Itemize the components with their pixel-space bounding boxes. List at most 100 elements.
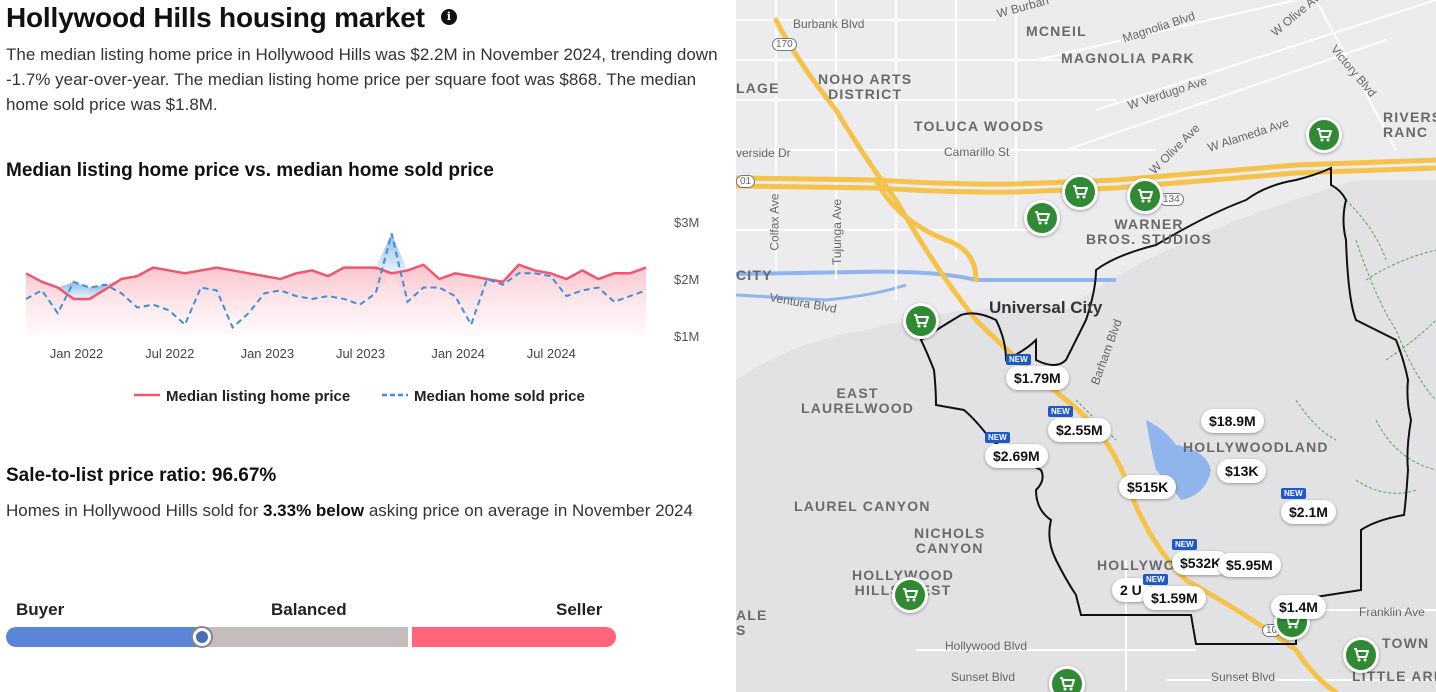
map-base (736, 0, 1436, 692)
reservoir (1146, 420, 1211, 500)
street-sunset-blvd: Sunset Blvd (951, 670, 1016, 684)
ratio-text-after: asking price on average in November 2024 (364, 501, 693, 520)
map[interactable]: MCNEIL MAGNOLIA PARK NOHO ARTS DISTRICT … (736, 0, 1436, 692)
gauge-balanced-label: Balanced (271, 600, 347, 619)
chart-title: Median listing home price vs. median hom… (6, 160, 494, 181)
new-badge: NEW (1048, 406, 1073, 417)
shopping-cart-icon (1317, 128, 1332, 142)
street-burbank-blvd: Burbank Blvd (793, 17, 865, 31)
x-tick-label: Jan 2022 (50, 346, 104, 361)
grocery-pin[interactable] (1062, 174, 1098, 210)
x-tick-label: Jul 2022 (145, 346, 194, 361)
map-area-hollywoodland: HOLLYWOODLAND (1183, 439, 1329, 455)
listing-price-tag[interactable]: $2.69M (985, 444, 1048, 468)
map-area-laurel-canyon: LAUREL CANYON (794, 498, 931, 514)
street-franklin: Franklin Ave (1359, 605, 1425, 619)
map-area-little-arm: LITTLE ARM (1352, 668, 1436, 684)
new-badge: NEW (1281, 488, 1306, 499)
listing-price-tag[interactable]: 2 U (1112, 578, 1150, 602)
info-icon[interactable]: i (440, 8, 457, 25)
street-hollywood-blvd: Hollywood Blvd (945, 639, 1028, 653)
chart-excess-fill (73, 281, 90, 299)
price-chart: $1M $2M $3M Jan 2022 Jul 2022 Jan 2023 Jul 202… (25, 215, 699, 405)
y-tick-label: $3M (674, 215, 699, 230)
street-colfax: Colfax Ave (767, 193, 782, 251)
sale-to-list-text: Homes in Hollywood Hills sold for 3.33% … (6, 498, 706, 523)
grocery-pin[interactable] (1306, 117, 1342, 153)
y-tick-label: $2M (674, 272, 699, 287)
gauge-seller-segment (412, 627, 616, 647)
chart-band-fill (26, 264, 646, 328)
listing-price-tag[interactable]: $5.95M (1218, 553, 1281, 577)
new-badge: NEW (1143, 574, 1168, 585)
x-tick-label: Jul 2024 (527, 346, 576, 361)
highway-170-shield: 170 (772, 38, 797, 51)
shopping-cart-icon (914, 314, 929, 328)
listing-price-tag[interactable]: $13K (1217, 459, 1267, 483)
chart-area-fill (26, 273, 646, 336)
street-tujunga: Tujunga Ave (830, 198, 845, 266)
listing-price-tag[interactable]: $1.79M (1006, 366, 1069, 390)
listing-price-tag[interactable]: $2.1M (1281, 500, 1336, 524)
highway-101-shield: 01 (736, 175, 756, 188)
shopping-cart-icon (1138, 189, 1153, 203)
map-area-hollywood-hills-west: HOLLYWOOD HILLS WEST (852, 567, 955, 598)
shopping-cart-icon (1035, 211, 1050, 225)
map-area-toluca-woods: TOLUCA WOODS (914, 118, 1045, 134)
gauge-buyer-segment (6, 627, 202, 647)
grocery-pin[interactable] (1127, 178, 1163, 214)
legend-label[interactable]: Median home sold price (414, 388, 585, 405)
street-camarillo: Camarillo St (944, 145, 1010, 159)
map-area-mcneil: MCNEIL (1026, 23, 1087, 39)
shopping-cart-icon (1073, 185, 1088, 199)
legend-label[interactable]: Median listing home price (166, 388, 350, 405)
map-area-noho: NOHO ARTS DISTRICT (818, 71, 913, 102)
market-panel: Hollywood Hills housing market i The medi… (0, 2, 736, 648)
shopping-cart-icon (1354, 648, 1369, 662)
gauge-balanced-segment (202, 627, 408, 647)
map-area-universal-city: Universal City (989, 298, 1103, 317)
map-area-city: CITY (736, 267, 773, 283)
x-tick-label: Jan 2023 (241, 346, 294, 361)
market-gauge (6, 626, 616, 648)
listing-price-tag[interactable]: $1.59M (1143, 586, 1206, 610)
shopping-cart-icon (1060, 677, 1075, 691)
listing-price-tag[interactable]: $515K (1119, 475, 1177, 499)
new-badge: NEW (1172, 539, 1197, 550)
grocery-pin[interactable] (1343, 637, 1379, 673)
shopping-cart-icon (903, 588, 918, 602)
map-area-warner: WARNER BROS. STUDIOS (1086, 216, 1213, 247)
gauge-buyer-label: Buyer (16, 600, 65, 619)
street-riverside: verside Dr (736, 146, 791, 160)
sale-to-list-title: Sale-to-list price ratio: 96.67% (6, 465, 277, 486)
x-tick-label: Jul 2023 (336, 346, 385, 361)
grocery-pin[interactable] (1049, 666, 1085, 692)
map-area-ale: ALE S (736, 607, 768, 638)
series-line-sold (25, 233, 647, 330)
chart-excess-fill (375, 233, 392, 274)
ratio-text-before: Homes in Hollywood Hills sold for (6, 501, 263, 520)
new-badge: NEW (1006, 354, 1031, 365)
page-title: Hollywood Hills housing market i (6, 2, 457, 34)
gauge-seller-label: Seller (556, 600, 603, 619)
grocery-pin[interactable] (1024, 200, 1060, 236)
x-tick-label: Jan 2024 (431, 346, 485, 361)
chart-excess-fill (391, 233, 408, 274)
map-area-thai-town: TOWN (1382, 635, 1430, 651)
y-tick-label: $1M (674, 329, 699, 344)
listing-price-tag[interactable]: $2.55M (1048, 418, 1111, 442)
listing-price-tag[interactable]: $18.9M (1201, 409, 1264, 433)
map-area-magnolia-park: MAGNOLIA PARK (1061, 50, 1195, 66)
gauge-labels: Buyer Balanced Seller (0, 600, 736, 622)
map-area-lage: LAGE (736, 80, 780, 96)
map-area-hollywood: HOLLYWO (1097, 557, 1176, 573)
map-area-nichols-canyon: NICHOLS CANYON (914, 525, 986, 556)
street-sunset-blvd-2: Sunset Blvd (1211, 670, 1276, 684)
new-badge: NEW (985, 432, 1010, 443)
grocery-pin[interactable] (903, 303, 939, 339)
market-summary: The median listing home price in Hollywo… (6, 45, 718, 114)
map-area-riverside-ranch: RIVERS RANC (1383, 109, 1436, 140)
listing-price-tag[interactable]: $1.4M (1271, 595, 1326, 619)
map-area-east-laurelwood: EAST LAURELWOOD (801, 385, 915, 416)
grocery-pin[interactable] (892, 577, 928, 613)
